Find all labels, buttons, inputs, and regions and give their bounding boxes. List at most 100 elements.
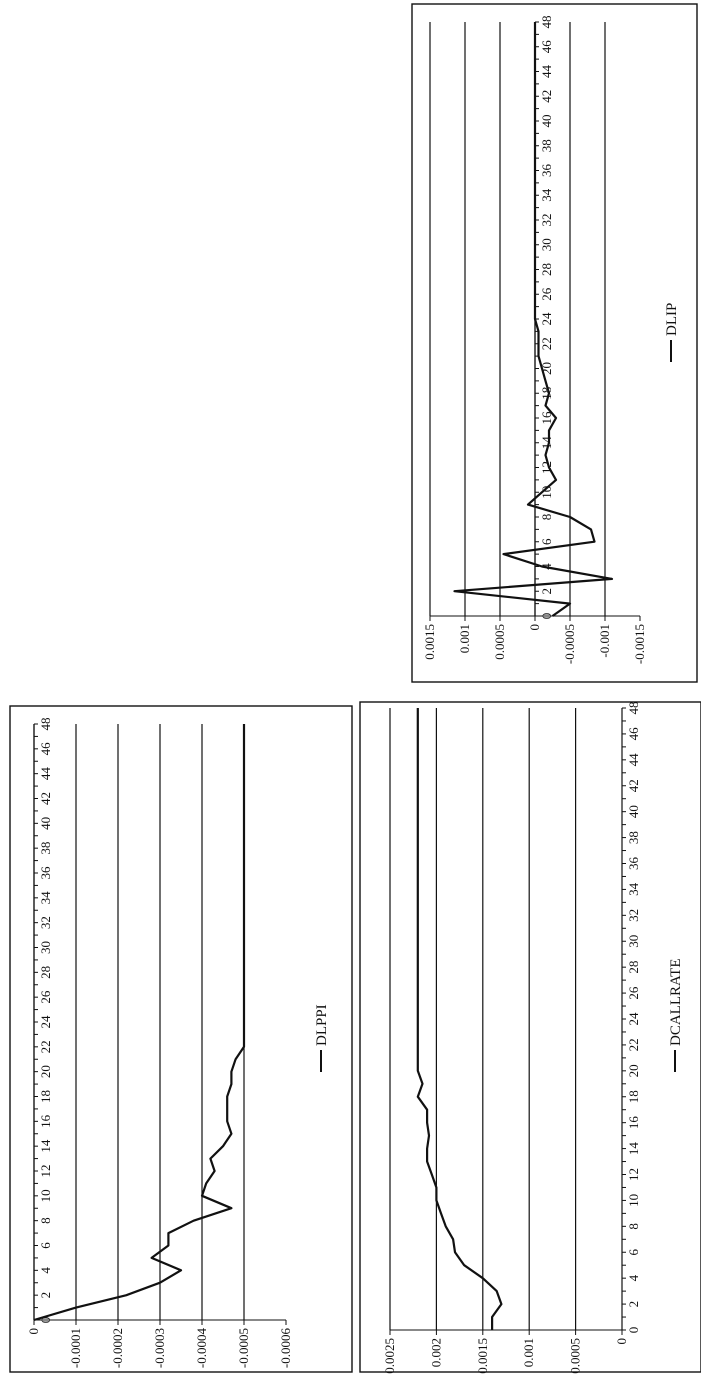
chart-dlip-x-tick-label: 28 <box>539 263 554 276</box>
chart-dlppi: 0 -0.0001 -0.0002 -0.0003 -0.0004 -0.0005 -0.0… <box>9 705 353 1373</box>
chart-dlppi-x-tick-label: 12 <box>38 1165 53 1178</box>
chart-dcallrate-y-axis: 0.0025 0.002 0.0015 0.001 0.0005 0 <box>382 1329 629 1374</box>
chart-dlip-series-line <box>453 22 614 617</box>
chart-dcallrate-x-tick-label: 44 <box>626 753 641 767</box>
chart-dcallrate-y-tick-label: 0.0005 <box>568 1338 583 1374</box>
chart-dlip-x-tick-label: 34 <box>539 188 554 202</box>
chart-dcallrate-x-tick-label: 30 <box>626 935 641 948</box>
chart-dcallrate-x-tick-label: 38 <box>626 831 641 844</box>
chart-dlip-x-tick-label: 10 <box>539 486 554 499</box>
chart-dcallrate-x-tick-label: 20 <box>626 1064 641 1077</box>
chart-dlppi-x-tick-label: 26 <box>38 990 53 1004</box>
chart-dcallrate-x-tick-label: 18 <box>626 1090 641 1103</box>
chart-dcallrate-x-tick-label: 14 <box>626 1142 641 1156</box>
chart-dcallrate-x-tick-label: 22 <box>626 1038 641 1051</box>
chart-dlppi-x-tick-label: 20 <box>38 1065 53 1078</box>
chart-dlip-x-tick-label: 6 <box>539 538 554 545</box>
chart-dlppi-x-tick-label: 2 <box>38 1292 53 1299</box>
chart-dcallrate-x-tick-label: 40 <box>626 805 641 818</box>
chart-dlppi-legend-label: DLPPI <box>314 1004 330 1046</box>
chart-dcallrate-x-tick-label: 24 <box>626 1012 641 1026</box>
chart-dlppi-x-tick-label: 18 <box>38 1090 53 1103</box>
chart-dlppi-x-tick-label: 22 <box>38 1040 53 1053</box>
chart-dlppi-y-axis: 0 -0.0001 -0.0002 -0.0003 -0.0004 -0.0005 -0.0… <box>26 1319 293 1369</box>
chart-dlppi-x-tick-label: 0 <box>38 1317 53 1324</box>
chart-dlip-x-tick-label: 46 <box>539 40 554 54</box>
chart-dlip-gridlines <box>429 22 606 616</box>
chart-dcallrate-x-tick-label: 16 <box>626 1116 641 1130</box>
chart-dcallrate: 0.0025 0.002 0.0015 0.001 0.0005 0 0246810121… <box>359 701 701 1374</box>
chart-dlip-x-axis: 0246810121416182022242628303234363840424… <box>534 16 554 620</box>
chart-dlppi-y-tick-label: 0 <box>26 1328 41 1335</box>
chart-dlppi-x-tick-label: 30 <box>38 941 53 954</box>
chart-dlppi-y-tick-label: -0.0002 <box>110 1328 125 1368</box>
chart-dlip-y-tick-label: -0.0005 <box>562 624 577 664</box>
chart-dlppi-x-tick-label: 24 <box>38 1015 53 1029</box>
chart-dlppi-x-tick-label: 44 <box>38 767 53 781</box>
chart-dcallrate-y-tick-label: 0.0025 <box>382 1338 397 1374</box>
chart-dlppi-legend: DLPPI <box>314 1004 330 1072</box>
chart-dlppi-frame <box>9 705 353 1373</box>
chart-dcallrate-x-tick-label: 6 <box>626 1249 641 1256</box>
chart-dlip-y-tick-label: 0.001 <box>457 624 472 653</box>
chart-dlppi-x-tick-label: 28 <box>38 966 53 979</box>
chart-dlppi-x-tick-label: 14 <box>38 1139 53 1153</box>
chart-dcallrate-x-tick-label: 4 <box>626 1274 641 1281</box>
chart-dlppi-y-tick-label: -0.0001 <box>68 1328 83 1368</box>
chart-dcallrate-x-tick-label: 46 <box>626 727 641 741</box>
chart-dcallrate-x-tick-label: 34 <box>626 882 641 896</box>
chart-dlip-x-tick-label: 42 <box>539 90 554 103</box>
chart-dlip-y-tick-label: 0.0015 <box>422 624 437 660</box>
chart-dcallrate-x-tick-label: 26 <box>626 986 641 1000</box>
chart-dlip-x-tick-label: 0 <box>539 613 554 620</box>
chart-dlppi-x-tick-label: 34 <box>38 891 53 905</box>
chart-dlppi-y-tick-label: -0.0006 <box>278 1328 293 1369</box>
chart-dlip-x-tick-label: 2 <box>539 588 554 595</box>
chart-dlip-y-tick-label: 0.0005 <box>492 624 507 660</box>
chart-dcallrate-x-tick-label: 32 <box>626 909 641 922</box>
chart-dlppi-x-tick-label: 36 <box>38 866 53 880</box>
chart-dcallrate-y-tick-label: 0.0015 <box>475 1338 490 1374</box>
chart-dlip-frame <box>411 3 698 683</box>
chart-dlip-x-tick-label: 36 <box>539 164 554 178</box>
chart-dlppi-gridlines <box>33 724 245 1320</box>
chart-dlip-y-tick-label: -0.001 <box>597 624 612 658</box>
chart-dlip: 0.0015 0.001 0.0005 0 -0.0005 -0.001 -0.0015 0… <box>411 3 698 683</box>
chart-dcallrate-series-line <box>416 708 503 1330</box>
chart-dcallrate-frame <box>359 701 701 1373</box>
chart-dlip-x-tick-label: 18 <box>539 387 554 400</box>
chart-dlppi-x-tick-label: 8 <box>38 1217 53 1224</box>
chart-dlip-x-tick-label: 26 <box>539 287 554 301</box>
chart-dlppi-x-tick-label: 10 <box>38 1189 53 1202</box>
chart-dlip-y-tick-label: -0.0015 <box>632 624 647 664</box>
chart-dcallrate-legend: DCALLRATE <box>668 959 684 1072</box>
chart-dcallrate-y-tick-label: 0 <box>614 1338 629 1345</box>
chart-dcallrate-x-tick-label: 36 <box>626 857 641 871</box>
chart-dcallrate-x-axis: 0246810121416182022242628303234363840424… <box>621 702 641 1334</box>
chart-dcallrate-x-tick-label: 42 <box>626 779 641 792</box>
chart-dlppi-x-tick-label: 46 <box>38 742 53 756</box>
chart-dlip-x-tick-label: 38 <box>539 139 554 152</box>
chart-dlppi-x-tick-label: 42 <box>38 792 53 805</box>
chart-dlip-x-tick-label: 30 <box>539 238 554 251</box>
chart-dlppi-x-tick-label: 32 <box>38 916 53 929</box>
chart-dlip-x-tick-label: 14 <box>539 436 554 450</box>
chart-dcallrate-legend-label: DCALLRATE <box>668 959 684 1047</box>
chart-dlppi-x-tick-label: 16 <box>38 1114 53 1128</box>
chart-dlppi-x-axis: 0246810121416182022242628303234363840424… <box>33 718 53 1324</box>
chart-dlip-x-tick-label: 16 <box>539 411 554 425</box>
chart-dcallrate-x-tick-label: 12 <box>626 1168 641 1181</box>
chart-dcallrate-x-tick-label: 2 <box>626 1301 641 1308</box>
chart-dlip-x-tick-label: 8 <box>539 514 554 521</box>
chart-dcallrate-y-tick-label: 0.002 <box>428 1338 443 1367</box>
chart-dlppi-x-tick-label: 38 <box>38 842 53 855</box>
chart-dlppi-x-tick-label: 48 <box>38 718 53 731</box>
chart-dlppi-y-tick-label: -0.0005 <box>236 1328 251 1368</box>
chart-dlip-y-axis: 0.0015 0.001 0.0005 0 -0.0005 -0.001 -0.0015 <box>422 615 647 664</box>
chart-dlip-x-tick-label: 40 <box>539 115 554 128</box>
chart-dcallrate-x-tick-label: 0 <box>626 1327 641 1334</box>
chart-dlip-x-tick-label: 48 <box>539 16 554 29</box>
chart-dlip-x-tick-label: 32 <box>539 214 554 227</box>
chart-dlppi-x-tick-label: 4 <box>38 1267 53 1274</box>
